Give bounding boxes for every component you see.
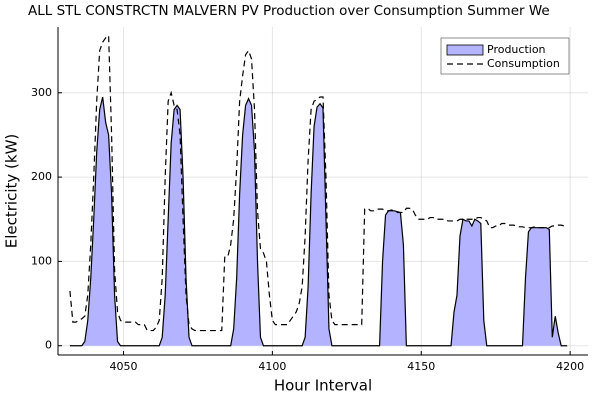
legend-label: Production: [487, 43, 546, 56]
chart-title: ALL STL CONSTRCTN MALVERN PV Production …: [28, 3, 550, 19]
x-tick-label: 4150: [407, 360, 435, 373]
x-axis-label: Hour Interval: [274, 377, 372, 395]
y-tick-label: 200: [31, 170, 52, 183]
y-axis-label: Electricity (kW): [3, 134, 21, 249]
x-tick-label: 4050: [110, 360, 138, 373]
production-line: [69, 96, 568, 347]
legend-label: Consumption: [487, 57, 560, 70]
y-tick-label: 100: [31, 254, 52, 267]
legend-swatch: [446, 44, 484, 56]
legend-box: [440, 37, 570, 75]
y-tick-label: 300: [31, 86, 52, 99]
x-tick-label: 4100: [258, 360, 286, 373]
consumption-line: [69, 34, 568, 332]
production-area: [69, 96, 568, 346]
y-tick-label: 0: [45, 339, 52, 352]
x-tick-label: 4200: [556, 360, 584, 373]
